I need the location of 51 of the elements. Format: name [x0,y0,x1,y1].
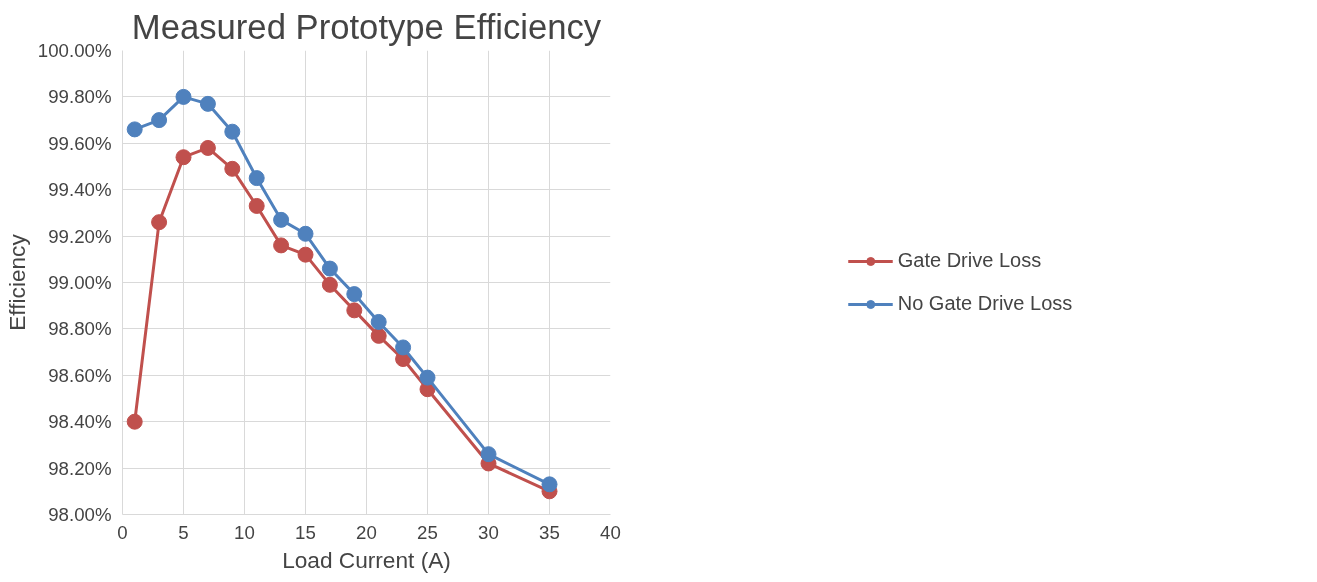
point [126,413,143,430]
point [175,88,192,105]
y-tick-label: 98.20% [48,457,112,479]
y-tick-label: 100.00% [37,40,112,61]
y-tick-label: 99.80% [48,86,112,108]
point [151,214,168,231]
x-tick-label: 20 [356,521,377,543]
x-tick-label: 35 [539,521,560,543]
point [321,276,338,293]
x-tick-label: 30 [478,521,499,543]
y-tick-label: 98.40% [48,411,112,433]
point [199,139,216,156]
y-tick-label: 99.20% [48,225,112,247]
point [273,211,290,228]
point [224,123,241,140]
point [346,302,363,319]
point [541,476,558,493]
x-tick-label: 5 [178,521,189,543]
point [480,446,497,463]
point [370,327,387,344]
point [395,339,412,356]
y-tick-label: 98.60% [48,364,112,386]
point [126,121,143,138]
y-tick-label: 98.80% [48,318,112,340]
point [224,160,241,177]
y-tick-label: 99.40% [48,179,112,201]
y-tick-label: 98.00% [48,504,112,525]
point [175,149,192,166]
x-tick-label: 10 [234,521,255,543]
point [297,225,314,242]
legend-label: Gate Drive Loss [897,249,1042,272]
point [297,246,314,263]
point [419,369,436,386]
x-tick-label: 40 [600,521,621,543]
x-tick-label: 15 [295,521,316,543]
y-tick-label: 99.60% [48,132,112,154]
point [273,237,290,254]
legend-label: No Gate Drive Loss [897,292,1073,315]
point [321,260,338,277]
point [370,313,387,330]
point [248,197,265,214]
x-tick-label: 25 [417,521,438,543]
y-tick-label: 99.00% [48,272,112,293]
x-tick-label: 0 [117,521,128,543]
point [346,286,363,303]
y-axis-title: Efficiency [3,233,30,331]
x-axis-title: Load Current (A) [282,546,451,573]
point [199,95,216,112]
chart-title: Measured Prototype Efficiency [131,7,602,46]
point [151,112,168,129]
point [248,170,265,187]
